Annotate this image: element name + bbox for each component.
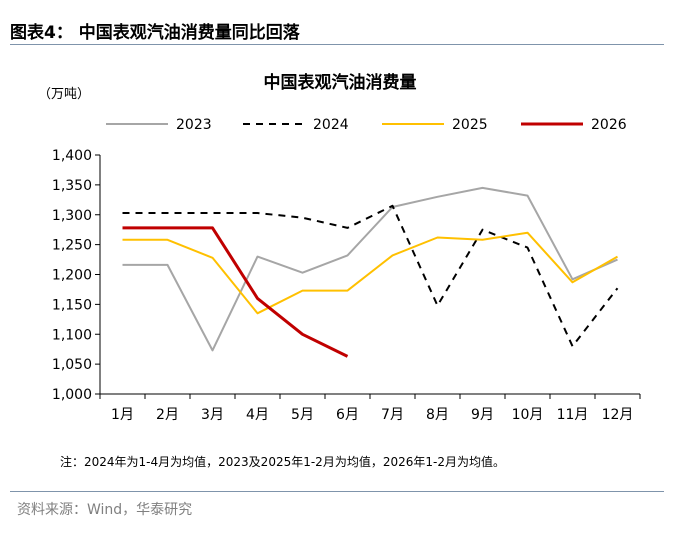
- y-unit-label: （万吨）: [38, 87, 90, 102]
- y-axis-ticks: 1,000 1,050 1,100 1,150 1,200 1,250 1,300 1,350…: [52, 148, 100, 403]
- chart-axes: [99, 155, 640, 395]
- source-text: 资料来源：Wind，华泰研究: [17, 502, 193, 518]
- y-tick-label: 1,200: [52, 268, 92, 284]
- legend-label-2024: 2024: [313, 117, 349, 133]
- series-lines: [122, 186, 619, 358]
- legend-label-2026: 2026: [591, 117, 627, 133]
- y-tick-label: 1,250: [52, 238, 92, 254]
- y-tick-label: 1,350: [52, 178, 92, 194]
- x-axis-ticks: 1月 2月 3月 4月 5月 6月 7月 8月 9月 10月 11月 12月: [99, 394, 641, 423]
- x-tick-label: 6月: [336, 407, 359, 423]
- x-tick-label: 9月: [471, 407, 494, 423]
- y-tick-label: 1,300: [52, 208, 92, 224]
- y-tick-label: 1,050: [52, 357, 92, 373]
- series-line-2026: [122, 226, 349, 358]
- footer-divider: [10, 491, 664, 492]
- x-tick-label: 3月: [201, 407, 224, 423]
- series-line-2025: [122, 231, 618, 315]
- x-tick-label: 1月: [111, 407, 134, 423]
- x-tick-label: 11月: [557, 407, 589, 423]
- figure-title: 图表4： 中国表观汽油消费量同比回落: [10, 23, 300, 43]
- x-tick-label: 8月: [426, 407, 449, 423]
- y-tick-label: 1,150: [52, 297, 92, 313]
- x-tick-label: 5月: [291, 407, 314, 423]
- y-tick-label: 1,000: [52, 387, 92, 403]
- y-tick-label: 1,400: [52, 148, 92, 164]
- x-tick-label: 7月: [381, 407, 404, 423]
- series-line-2023: [122, 186, 618, 352]
- title-divider: [10, 44, 664, 45]
- x-tick-label: 12月: [602, 407, 634, 423]
- x-tick-label: 2月: [156, 407, 179, 423]
- x-tick-label: 10月: [512, 407, 544, 423]
- y-tick-label: 1,100: [52, 327, 92, 343]
- x-tick-label: 4月: [246, 407, 269, 423]
- chart-legend: 2023 2024 2025 2026: [106, 117, 627, 133]
- legend-label-2023: 2023: [176, 117, 212, 133]
- series-line-2024: [122, 204, 619, 348]
- chart-note: 注：2024年为1-4月为均值，2023及2025年1-2月为均值，2026年1…: [60, 454, 505, 469]
- legend-label-2025: 2025: [452, 117, 488, 133]
- chart-title: 中国表观汽油消费量: [264, 72, 417, 93]
